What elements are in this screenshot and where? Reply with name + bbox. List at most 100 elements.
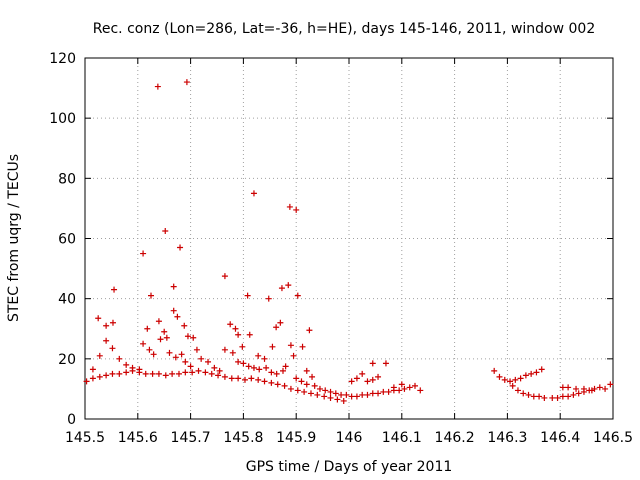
data-point bbox=[580, 385, 587, 392]
data-point bbox=[401, 385, 408, 392]
data-point bbox=[255, 352, 262, 359]
data-point bbox=[274, 381, 281, 388]
x-tick-label: 145.6 bbox=[118, 430, 158, 446]
data-point bbox=[163, 334, 170, 341]
data-point bbox=[235, 375, 242, 382]
data-point bbox=[375, 373, 382, 380]
data-point bbox=[514, 387, 521, 394]
data-point bbox=[522, 372, 529, 379]
data-point bbox=[417, 387, 424, 394]
data-point bbox=[294, 292, 301, 299]
data-point bbox=[353, 375, 360, 382]
y-axis-label: STEC from uqrg / TECUs bbox=[6, 154, 22, 322]
chart-title: Rec. conz (Lon=286, Lat=-36, h=HE), days… bbox=[93, 21, 595, 37]
data-point bbox=[559, 393, 566, 400]
data-point bbox=[282, 363, 289, 370]
data-point bbox=[348, 393, 355, 400]
data-point bbox=[287, 385, 294, 392]
data-point bbox=[232, 325, 239, 332]
data-point bbox=[269, 343, 276, 350]
data-point bbox=[512, 376, 519, 383]
data-point bbox=[375, 390, 382, 397]
data-point bbox=[322, 387, 329, 394]
data-point bbox=[287, 342, 294, 349]
data-point bbox=[334, 396, 341, 403]
data-point bbox=[285, 282, 292, 289]
data-point bbox=[182, 358, 189, 365]
data-point bbox=[530, 393, 537, 400]
data-point bbox=[338, 391, 345, 398]
x-tick-label: 146 bbox=[336, 430, 363, 446]
data-point bbox=[293, 206, 300, 213]
data-point bbox=[301, 388, 308, 395]
data-point bbox=[129, 364, 136, 371]
data-point bbox=[255, 376, 262, 383]
data-point bbox=[148, 292, 154, 299]
data-point bbox=[170, 283, 177, 290]
x-tick-label: 145.8 bbox=[223, 430, 263, 446]
data-point bbox=[175, 370, 182, 377]
data-point bbox=[211, 364, 218, 371]
data-point bbox=[202, 369, 209, 376]
data-point bbox=[103, 322, 110, 329]
data-point bbox=[109, 345, 116, 352]
x-tick-label: 145.9 bbox=[276, 430, 316, 446]
data-point bbox=[382, 360, 389, 367]
data-point bbox=[177, 244, 184, 251]
data-point bbox=[277, 319, 284, 326]
data-point bbox=[154, 83, 161, 90]
data-point bbox=[265, 295, 272, 302]
data-point bbox=[573, 385, 580, 392]
data-point bbox=[520, 390, 527, 397]
data-point bbox=[189, 369, 196, 376]
data-point bbox=[311, 382, 318, 389]
data-point bbox=[208, 370, 215, 377]
data-point bbox=[307, 390, 314, 397]
x-tick-label: 146.3 bbox=[487, 430, 527, 446]
data-point bbox=[240, 360, 247, 367]
data-point bbox=[162, 227, 169, 234]
data-point bbox=[216, 367, 223, 374]
data-point bbox=[533, 369, 540, 376]
data-point bbox=[162, 372, 169, 379]
data-point bbox=[602, 385, 609, 392]
data-point bbox=[155, 370, 162, 377]
data-point bbox=[170, 307, 177, 314]
data-point bbox=[116, 370, 123, 377]
data-point bbox=[380, 388, 387, 395]
data-point bbox=[83, 378, 90, 385]
data-point bbox=[541, 394, 548, 401]
y-tick-label: 40 bbox=[58, 292, 76, 308]
data-point bbox=[198, 355, 205, 362]
data-point bbox=[353, 393, 360, 400]
data-point bbox=[89, 366, 96, 373]
x-axis-label: GPS time / Days of year 2011 bbox=[246, 459, 453, 475]
data-point bbox=[227, 321, 234, 328]
y-tick-label: 20 bbox=[58, 352, 76, 368]
data-point bbox=[364, 378, 371, 385]
data-point bbox=[501, 376, 508, 383]
data-point bbox=[181, 322, 188, 329]
data-point bbox=[565, 384, 572, 391]
data-point bbox=[111, 286, 118, 293]
data-point bbox=[412, 382, 418, 389]
data-point bbox=[565, 393, 572, 400]
data-point bbox=[244, 292, 251, 299]
data-point bbox=[306, 327, 313, 334]
data-point bbox=[103, 337, 110, 344]
data-point bbox=[607, 381, 614, 388]
data-point bbox=[321, 393, 328, 400]
data-point bbox=[293, 375, 300, 382]
data-point bbox=[109, 370, 116, 377]
x-tick-label: 146.5 bbox=[593, 430, 633, 446]
data-point bbox=[142, 370, 149, 377]
data-point bbox=[221, 346, 228, 353]
data-point bbox=[250, 364, 257, 371]
x-tick-label: 146.4 bbox=[540, 430, 580, 446]
data-point bbox=[314, 391, 321, 398]
data-point bbox=[96, 352, 103, 359]
data-point bbox=[248, 375, 255, 382]
data-point bbox=[332, 390, 339, 397]
data-point bbox=[89, 375, 96, 382]
